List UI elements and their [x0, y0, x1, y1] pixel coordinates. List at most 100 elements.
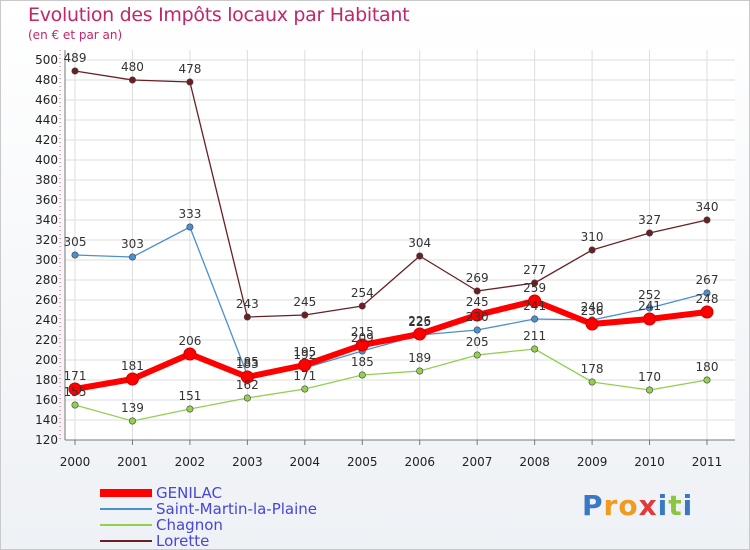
y-tick-label: 240 [35, 313, 58, 327]
data-label-chagnon: 162 [236, 378, 259, 392]
logo-letter: o [618, 489, 639, 522]
legend-item-chagnon: Chagnon [100, 516, 317, 534]
legend-label: Chagnon [156, 516, 223, 534]
data-label-genilac: 248 [696, 292, 719, 306]
data-label-chagnon: 155 [64, 385, 87, 399]
data-point-lorette [473, 287, 481, 295]
data-point-chagnon [186, 405, 194, 413]
data-label-saint-martin-la-plaine: 305 [64, 235, 87, 249]
data-point-genilac [298, 358, 312, 372]
data-point-genilac [528, 294, 542, 308]
data-label-saint-martin-la-plaine: 267 [696, 273, 719, 287]
y-tick-label: 400 [35, 153, 58, 167]
data-label-lorette: 254 [351, 286, 374, 300]
data-point-genilac [68, 382, 82, 396]
data-label-genilac: 226 [408, 314, 431, 328]
chart-legend: GENILAC Saint-Martin-la-Plaine Chagnon Lore… [100, 484, 318, 550]
y-tick-label: 320 [35, 233, 58, 247]
data-point-chagnon [243, 394, 251, 402]
logo-letter: i [682, 489, 694, 522]
y-tick-label: 480 [35, 73, 58, 87]
data-label-lorette: 269 [466, 271, 489, 285]
data-point-saint-martin-la-plaine [186, 223, 194, 231]
data-label-chagnon: 151 [178, 389, 201, 403]
y-tick-label: 120 [35, 433, 58, 447]
data-label-lorette: 277 [523, 263, 546, 277]
data-label-lorette: 340 [696, 200, 719, 214]
data-point-genilac [413, 327, 427, 341]
data-point-saint-martin-la-plaine [71, 251, 79, 259]
data-point-chagnon [301, 385, 309, 393]
y-tick-label: 300 [35, 253, 58, 267]
data-label-saint-martin-la-plaine: 230 [466, 310, 489, 324]
series-line-lorette [74, 70, 708, 318]
data-point-saint-martin-la-plaine [128, 253, 136, 261]
x-tick-label: 2002 [175, 455, 206, 469]
data-label-chagnon: 185 [351, 355, 374, 369]
logo-letter: x [638, 489, 658, 522]
x-tick-label: 2006 [404, 455, 435, 469]
data-point-lorette [416, 252, 424, 260]
data-label-genilac: 236 [581, 304, 604, 318]
data-point-chagnon [128, 417, 136, 425]
data-label-chagnon: 189 [408, 351, 431, 365]
data-point-lorette [71, 67, 79, 75]
data-point-chagnon [473, 351, 481, 359]
y-tick-label: 280 [35, 273, 58, 287]
y-tick-label: 160 [35, 393, 58, 407]
legend-item-lorette: Lorette [100, 532, 317, 550]
data-point-chagnon [358, 371, 366, 379]
data-point-genilac [183, 347, 197, 361]
y-tick-label: 420 [35, 133, 58, 147]
data-point-lorette [128, 76, 136, 84]
y-tick-label: 180 [35, 373, 58, 387]
data-label-chagnon: 139 [121, 401, 144, 415]
y-tick-label: 140 [35, 413, 58, 427]
data-point-chagnon [416, 367, 424, 375]
legend-item-saint-martin-la-plaine: Saint-Martin-la-Plaine [100, 500, 318, 518]
data-label-chagnon: 211 [523, 329, 546, 343]
data-point-chagnon [588, 378, 596, 386]
legend-swatch [100, 524, 152, 526]
y-tick-label: 340 [35, 213, 58, 227]
data-point-lorette [531, 279, 539, 287]
data-point-genilac [700, 305, 714, 319]
data-point-saint-martin-la-plaine [703, 289, 711, 297]
x-tick-label: 2001 [117, 455, 148, 469]
data-label-genilac: 259 [523, 281, 546, 295]
data-label-lorette: 304 [408, 236, 431, 250]
data-label-saint-martin-la-plaine: 241 [523, 299, 546, 313]
legend-label: Lorette [156, 532, 210, 550]
data-point-chagnon [703, 376, 711, 384]
data-point-saint-martin-la-plaine [646, 304, 654, 312]
data-label-genilac: 206 [178, 334, 201, 348]
y-tick-label: 460 [35, 93, 58, 107]
data-point-genilac [585, 317, 599, 331]
data-label-saint-martin-la-plaine: 240 [581, 300, 604, 314]
data-label-lorette: 478 [178, 62, 201, 76]
data-point-lorette [301, 311, 309, 319]
x-tick-label: 2009 [577, 455, 608, 469]
data-label-saint-martin-la-plaine: 252 [638, 288, 661, 302]
data-point-lorette [186, 78, 194, 86]
y-tick-label: 380 [35, 173, 58, 187]
data-point-lorette [646, 229, 654, 237]
series-line-chagnon [74, 348, 708, 422]
plot-area [65, 50, 735, 440]
legend-label: Saint-Martin-la-Plaine [156, 500, 318, 518]
data-label-saint-martin-la-plaine: 209 [351, 331, 374, 345]
data-label-chagnon: 178 [581, 362, 604, 376]
legend-label: GENILAC [156, 484, 222, 502]
data-label-genilac: 183 [236, 357, 259, 371]
data-point-lorette [358, 302, 366, 310]
chart-subtitle: (en € et par an) [28, 28, 123, 42]
proxiti-logo: Proxiti [582, 489, 693, 522]
y-tick-label: 220 [35, 333, 58, 347]
data-label-genilac: 215 [351, 325, 374, 339]
legend-swatch [100, 489, 152, 497]
legend-swatch [100, 540, 152, 542]
data-label-chagnon: 171 [293, 369, 316, 383]
x-tick-label: 2007 [462, 455, 493, 469]
logo-letter: t [668, 489, 683, 522]
data-point-chagnon [71, 401, 79, 409]
